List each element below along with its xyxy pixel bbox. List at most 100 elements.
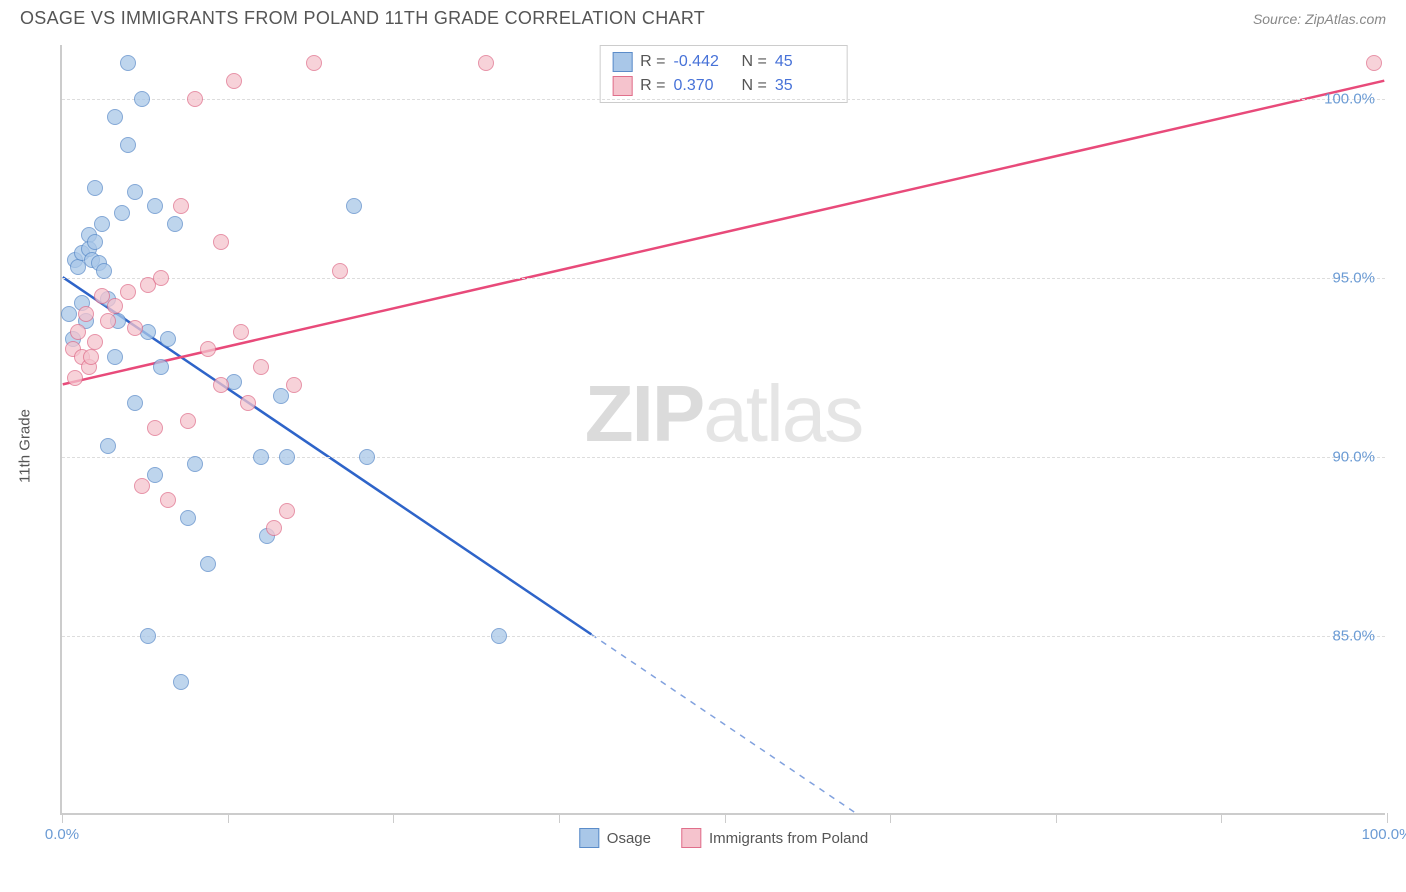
scatter-point xyxy=(491,628,507,644)
scatter-point xyxy=(147,467,163,483)
n-label: N = xyxy=(742,53,767,71)
scatter-point xyxy=(147,420,163,436)
trendlines-svg xyxy=(62,45,1385,813)
scatter-point xyxy=(134,478,150,494)
y-tick-label: 85.0% xyxy=(1332,627,1375,644)
scatter-point xyxy=(153,359,169,375)
scatter-point xyxy=(107,349,123,365)
gridline xyxy=(62,636,1385,637)
x-tick-label: 100.0% xyxy=(1362,826,1406,843)
scatter-point xyxy=(70,324,86,340)
scatter-point xyxy=(61,306,77,322)
scatter-point xyxy=(226,73,242,89)
r-label: R = xyxy=(640,53,665,71)
legend-swatch xyxy=(681,828,701,848)
scatter-point xyxy=(153,270,169,286)
scatter-point xyxy=(187,456,203,472)
stats-legend: R = -0.442 N = 45 R = 0.370 N = 35 xyxy=(599,45,848,103)
y-axis-label: 11th Grade xyxy=(17,409,34,483)
scatter-point xyxy=(127,320,143,336)
legend-item: Immigrants from Poland xyxy=(681,828,868,848)
scatter-point xyxy=(213,377,229,393)
scatter-point xyxy=(273,388,289,404)
scatter-point xyxy=(83,349,99,365)
scatter-point xyxy=(78,306,94,322)
scatter-point xyxy=(173,198,189,214)
scatter-point xyxy=(180,413,196,429)
scatter-point xyxy=(107,298,123,314)
scatter-point xyxy=(87,180,103,196)
scatter-point xyxy=(359,449,375,465)
scatter-point xyxy=(200,341,216,357)
scatter-point xyxy=(160,331,176,347)
scatter-chart: ZIPatlas R =-0.442N =45R =0.370N =35 Osa… xyxy=(60,45,1385,815)
gridline xyxy=(62,99,1385,100)
scatter-point xyxy=(107,109,123,125)
scatter-point xyxy=(67,370,83,386)
legend-swatch xyxy=(612,76,632,96)
x-tick xyxy=(725,813,726,823)
n-label: N = xyxy=(742,77,767,95)
scatter-point xyxy=(279,449,295,465)
x-tick xyxy=(62,813,63,823)
y-tick-label: 95.0% xyxy=(1332,269,1375,286)
stats-row: R = 0.370 N = 35 xyxy=(612,74,835,98)
scatter-point xyxy=(127,184,143,200)
x-tick xyxy=(1221,813,1222,823)
scatter-point xyxy=(279,503,295,519)
scatter-point xyxy=(173,674,189,690)
scatter-point xyxy=(134,91,150,107)
scatter-point xyxy=(478,55,494,71)
scatter-point xyxy=(120,137,136,153)
scatter-point xyxy=(70,259,86,275)
scatter-point xyxy=(346,198,362,214)
scatter-point xyxy=(332,263,348,279)
scatter-point xyxy=(1366,55,1382,71)
n-value: 35 xyxy=(775,77,835,95)
scatter-point xyxy=(120,284,136,300)
scatter-point xyxy=(94,216,110,232)
scatter-point xyxy=(100,438,116,454)
scatter-point xyxy=(114,205,130,221)
chart-header: OSAGE VS IMMIGRANTS FROM POLAND 11TH GRA… xyxy=(0,0,1406,33)
x-tick xyxy=(393,813,394,823)
stats-row: R = -0.442 N = 45 xyxy=(612,50,835,74)
scatter-point xyxy=(127,395,143,411)
scatter-point xyxy=(87,234,103,250)
chart-source: Source: ZipAtlas.com xyxy=(1253,11,1386,27)
scatter-point xyxy=(120,55,136,71)
x-tick xyxy=(1387,813,1388,823)
x-tick-label: 0.0% xyxy=(45,826,79,843)
scatter-point xyxy=(100,313,116,329)
scatter-point xyxy=(147,198,163,214)
r-label: R = xyxy=(640,77,665,95)
watermark: ZIPatlas xyxy=(585,368,862,460)
x-tick xyxy=(559,813,560,823)
chart-title: OSAGE VS IMMIGRANTS FROM POLAND 11TH GRA… xyxy=(20,8,705,29)
scatter-point xyxy=(200,556,216,572)
scatter-point xyxy=(96,263,112,279)
scatter-point xyxy=(167,216,183,232)
scatter-point xyxy=(160,492,176,508)
scatter-point xyxy=(180,510,196,526)
r-value: 0.370 xyxy=(674,77,734,95)
bottom-legend: Osage Immigrants from Poland xyxy=(579,828,868,848)
scatter-point xyxy=(140,628,156,644)
scatter-point xyxy=(213,234,229,250)
n-value: 45 xyxy=(775,53,835,71)
scatter-point xyxy=(187,91,203,107)
scatter-point xyxy=(240,395,256,411)
legend-swatch xyxy=(612,52,632,72)
legend-label: Osage xyxy=(607,830,651,847)
scatter-point xyxy=(286,377,302,393)
legend-item: Osage xyxy=(579,828,651,848)
y-tick-label: 100.0% xyxy=(1324,90,1375,107)
legend-swatch xyxy=(579,828,599,848)
legend-label: Immigrants from Poland xyxy=(709,830,868,847)
r-value: -0.442 xyxy=(674,53,734,71)
gridline xyxy=(62,278,1385,279)
scatter-point xyxy=(306,55,322,71)
scatter-point xyxy=(253,449,269,465)
scatter-point xyxy=(233,324,249,340)
scatter-point xyxy=(266,520,282,536)
